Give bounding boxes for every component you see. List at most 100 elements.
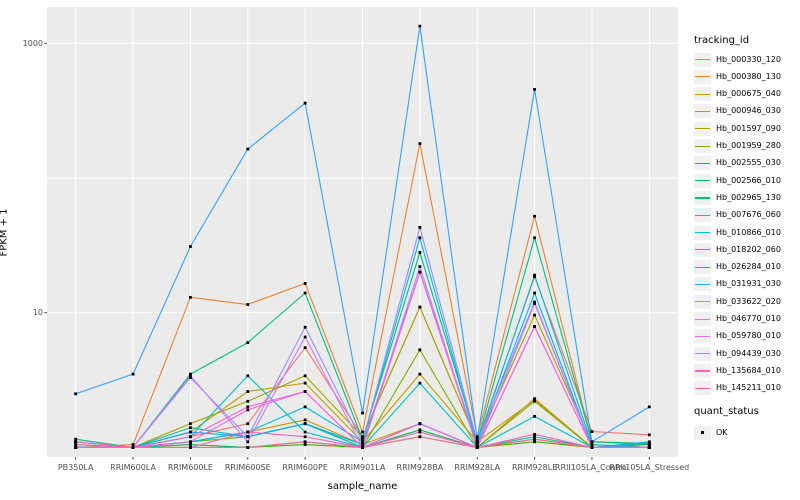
x-axis-title: sample_name — [327, 481, 398, 492]
legend-item-Hb_031931_030: Hb_031931_030 — [694, 274, 781, 292]
legend-line-swatch-icon — [694, 104, 711, 119]
legend-item-label: Hb_000946_030 — [716, 106, 781, 116]
legend-item-label: Hb_007676_060 — [716, 210, 781, 220]
data-point-marker — [246, 430, 250, 434]
data-point-marker — [303, 430, 307, 434]
legend-item-Hb_135684_010: Hb_135684_010 — [694, 360, 781, 378]
legend-item-label: Hb_001597_090 — [716, 123, 781, 133]
legend-item-label: Hb_000675_040 — [716, 89, 781, 99]
legend-line-swatch-icon — [694, 139, 711, 153]
data-point-marker — [533, 313, 536, 317]
data-point-marker — [418, 251, 422, 254]
data-point-marker — [246, 341, 250, 344]
x-tick-label-RRIM928LA: RRIM928LA — [454, 463, 501, 472]
data-point-marker — [189, 440, 192, 444]
data-point-marker — [475, 440, 479, 444]
data-point-marker — [131, 446, 135, 449]
legend-item-Hb_010866_010: Hb_010866_010 — [694, 222, 781, 240]
data-point-marker — [533, 325, 536, 328]
data-point-marker — [418, 381, 422, 385]
data-point-marker — [189, 443, 192, 446]
data-point-marker — [590, 446, 594, 449]
x-tick-label-RRIM600SE: RRIM600SE — [224, 463, 271, 472]
data-point-marker — [303, 390, 307, 393]
data-point-marker — [361, 411, 364, 415]
data-point-marker — [189, 372, 192, 376]
data-point-marker — [590, 443, 594, 446]
data-point-marker — [303, 435, 307, 439]
legend-title-quant-status: quant_status — [694, 406, 759, 417]
data-point-marker — [74, 443, 78, 446]
x-tick-label-RRIM600LE: RRIM600LE — [167, 463, 213, 472]
legend-line-swatch-icon — [694, 381, 711, 396]
x-tick-label-RRIM600LA: RRIM600LA — [110, 463, 156, 472]
data-point-marker — [361, 437, 364, 441]
legend-line-swatch-icon — [694, 260, 711, 275]
data-point-marker — [533, 291, 536, 295]
data-point-marker — [74, 437, 78, 441]
data-point-marker — [361, 446, 364, 449]
legend-item-label: Hb_002965_130 — [716, 192, 781, 202]
legend-item-quant-status-ok: OK — [694, 422, 728, 440]
data-point-marker — [246, 303, 250, 306]
data-point-marker — [246, 374, 250, 378]
legend-item-label: Hb_094439_030 — [716, 348, 781, 358]
data-point-marker — [131, 372, 135, 376]
data-point-marker — [418, 24, 422, 28]
data-point-marker — [303, 282, 307, 285]
x-tick-label-RRII105LA_Stressed: RRII105LA_Stressed — [609, 463, 690, 472]
legend-item-Hb_026284_010: Hb_026284_010 — [694, 257, 781, 275]
data-point-marker — [189, 376, 192, 379]
data-point-marker — [189, 422, 192, 426]
data-point-marker — [246, 390, 250, 393]
legend-item-Hb_033622_020: Hb_033622_020 — [694, 291, 781, 309]
data-point-marker — [647, 440, 651, 444]
x-tick-label-RRIM901LA: RRIM901LA — [339, 463, 386, 472]
y-tick-label-1000: 1000 — [22, 38, 43, 48]
data-point-marker — [361, 440, 364, 444]
legend-item-label: Hb_026284_010 — [716, 262, 781, 272]
data-point-marker — [418, 225, 422, 229]
x-tick-label-RRIM928BA: RRIM928BA — [396, 463, 444, 472]
data-point-marker — [647, 442, 651, 445]
data-point-marker — [533, 273, 536, 277]
x-tick-label-RRII105LA_Control: RRII105LA_Control — [554, 463, 630, 472]
y-tick-label-10: 10 — [32, 308, 43, 318]
legend-item-label: Hb_033622_020 — [716, 296, 781, 306]
data-point-marker — [418, 430, 422, 434]
legend-item-label: Hb_001959_280 — [716, 141, 781, 150]
x-tick-label-RRIM928LE: RRIM928LE — [511, 463, 558, 472]
data-point-marker — [418, 428, 422, 432]
legend-item-Hb_000380_130: Hb_000380_130 — [694, 66, 781, 84]
data-point-marker — [189, 430, 192, 434]
legend-line-swatch-icon — [694, 208, 711, 223]
data-point-marker — [246, 440, 250, 444]
data-point-marker — [418, 422, 422, 426]
legend-line-swatch-icon — [694, 173, 711, 188]
legend-item-label: Hb_018202_060 — [716, 244, 781, 254]
data-point-marker — [303, 374, 307, 378]
legend-line-swatch-icon — [694, 190, 711, 205]
data-point-marker — [303, 346, 307, 350]
data-point-marker — [303, 291, 307, 295]
data-point-marker — [74, 440, 78, 444]
data-point-marker — [418, 435, 422, 439]
data-point-marker — [246, 405, 250, 409]
data-point-marker — [246, 422, 250, 426]
data-point-marker — [533, 300, 536, 304]
data-point-marker — [647, 433, 651, 437]
data-point-marker — [189, 295, 192, 299]
legend-line-swatch-icon — [694, 87, 711, 102]
legend-item-Hb_046770_010: Hb_046770_010 — [694, 309, 781, 326]
data-point-marker — [74, 392, 78, 396]
data-point-marker — [418, 270, 422, 274]
data-point-marker — [189, 435, 192, 439]
data-point-marker — [533, 440, 536, 444]
data-point-marker — [246, 435, 250, 439]
legend-item-label: Hb_145211_010 — [716, 383, 781, 393]
data-point-marker — [189, 446, 192, 449]
legend-item-label: Hb_059780_010 — [716, 331, 781, 341]
legend-item-Hb_000675_040: Hb_000675_040 — [694, 84, 781, 102]
